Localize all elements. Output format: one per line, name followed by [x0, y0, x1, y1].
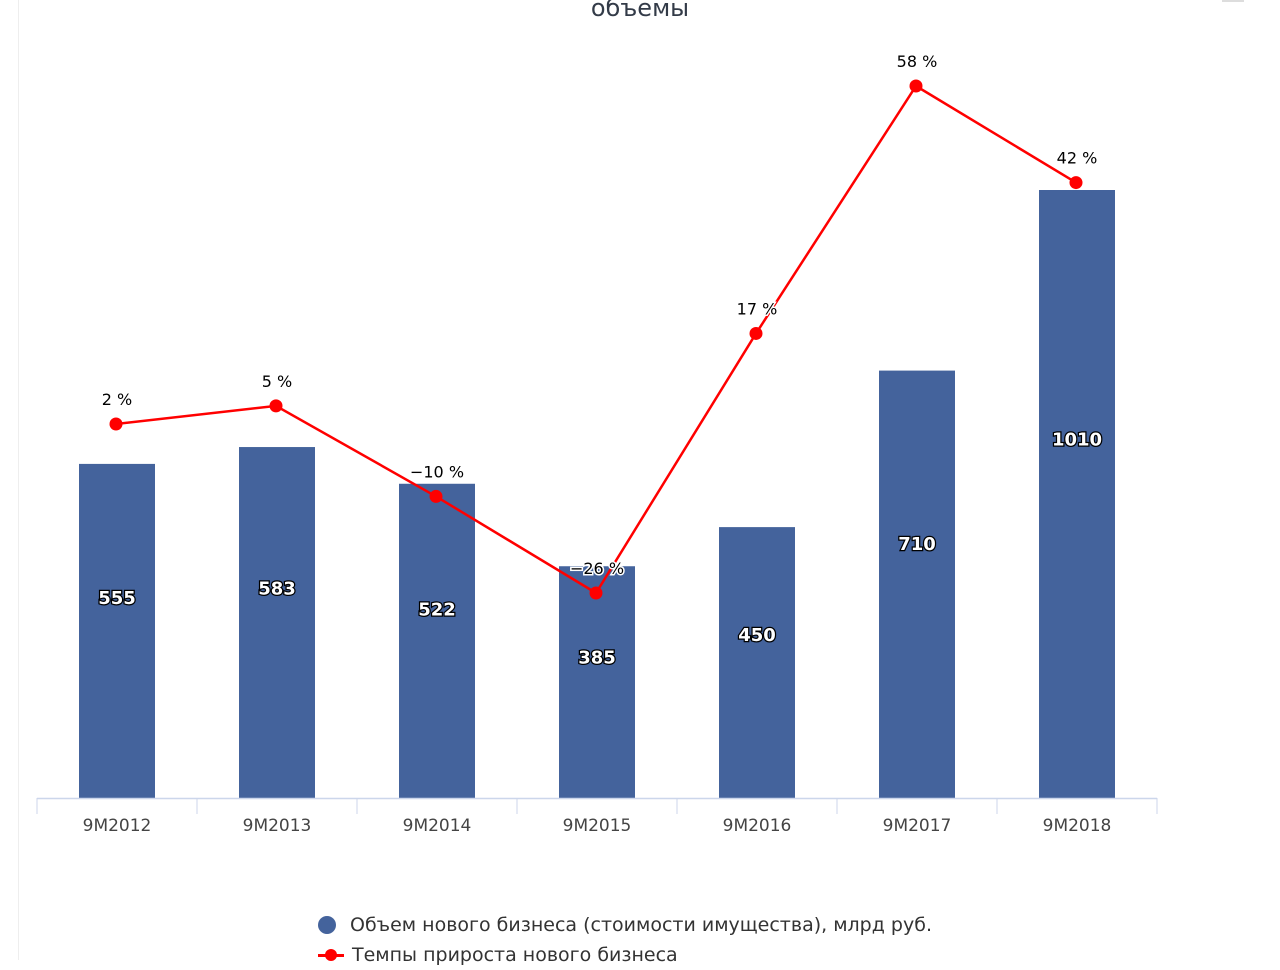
bar-value-label-9M2013: 583	[258, 578, 296, 599]
growth-value-label-9M2018: 42 %	[1057, 149, 1098, 168]
growth-value-label-9M2015: −26 %	[570, 559, 624, 578]
chart-left-border	[18, 0, 19, 960]
bar-9M2016[interactable]	[719, 527, 795, 798]
chart-title: объемы	[590, 0, 690, 22]
growth-value-label-9M2017: 58 %	[897, 52, 938, 71]
growth-point-9M2015[interactable]	[589, 586, 603, 600]
x-tick-label-9M2018: 9M2018	[1043, 816, 1112, 836]
x-tick-label-9M2017: 9M2017	[883, 816, 952, 836]
x-axis: 9M2012 9M2013 9M2014 9M2015 9M2016 9M2017 9M20…	[36, 797, 1158, 836]
x-tick-label-9M2012: 9M2012	[83, 816, 152, 836]
bar-value-label-9M2016: 450	[738, 625, 776, 646]
bar-9M2012[interactable]	[79, 463, 155, 798]
legend-marker-line-icon	[318, 946, 344, 964]
bar-value-label-9M2012: 555	[98, 588, 136, 609]
bar-9M2013[interactable]	[239, 447, 315, 798]
growth-point-9M2014[interactable]	[429, 489, 443, 503]
bar-value-label-9M2017: 710	[898, 534, 936, 555]
combo-chart: 9M2012 9M2013 9M2014 9M2015 9M2016 9M2017 9M20…	[36, 51, 1158, 836]
legend-label-growth: Темпы прироста нового бизнеса	[352, 944, 678, 966]
legend-marker-circle-icon	[318, 916, 336, 934]
growth-point-9M2012[interactable]	[109, 417, 123, 431]
growth-value-label-9M2016: 17 %	[737, 299, 778, 318]
legend-label-volume: Объем нового бизнеса (стоимости имуществ…	[350, 914, 932, 936]
x-tick-label-9M2014: 9M2014	[403, 816, 472, 836]
growth-value-label-9M2012: 2 %	[102, 390, 132, 409]
legend-item-growth[interactable]: Темпы прироста нового бизнеса	[318, 940, 932, 970]
bars-layer	[79, 190, 1115, 798]
bar-9M2015[interactable]	[559, 566, 635, 798]
data-labels-layer: 555 583 522 385 450 710 1010 2 % 5 % −10 % −26 % 17…	[97, 51, 1103, 670]
growth-point-9M2016[interactable]	[749, 326, 763, 340]
growth-point-9M2013[interactable]	[269, 399, 283, 413]
x-tick-label-9M2015: 9M2015	[563, 816, 632, 836]
x-tick-label-9M2016: 9M2016	[723, 816, 792, 836]
bar-value-label-9M2018: 1010	[1052, 429, 1102, 450]
corner-mark	[1222, 0, 1244, 2]
bar-9M2014[interactable]	[399, 483, 475, 798]
bar-9M2017[interactable]	[879, 370, 955, 798]
growth-point-9M2017[interactable]	[909, 79, 923, 93]
x-tick-label-9M2013: 9M2013	[243, 816, 312, 836]
bar-value-label-9M2015: 385	[578, 648, 616, 669]
legend-item-volume[interactable]: Объем нового бизнеса (стоимости имуществ…	[318, 910, 932, 940]
bar-9M2018[interactable]	[1039, 190, 1115, 798]
growth-point-9M2018[interactable]	[1069, 176, 1083, 190]
growth-line-layer	[109, 79, 1083, 600]
growth-value-label-9M2013: 5 %	[262, 372, 292, 391]
growth-value-label-9M2014: −10 %	[410, 462, 464, 481]
bar-value-label-9M2014: 522	[418, 600, 456, 621]
legend: Объем нового бизнеса (стоимости имуществ…	[318, 910, 932, 970]
